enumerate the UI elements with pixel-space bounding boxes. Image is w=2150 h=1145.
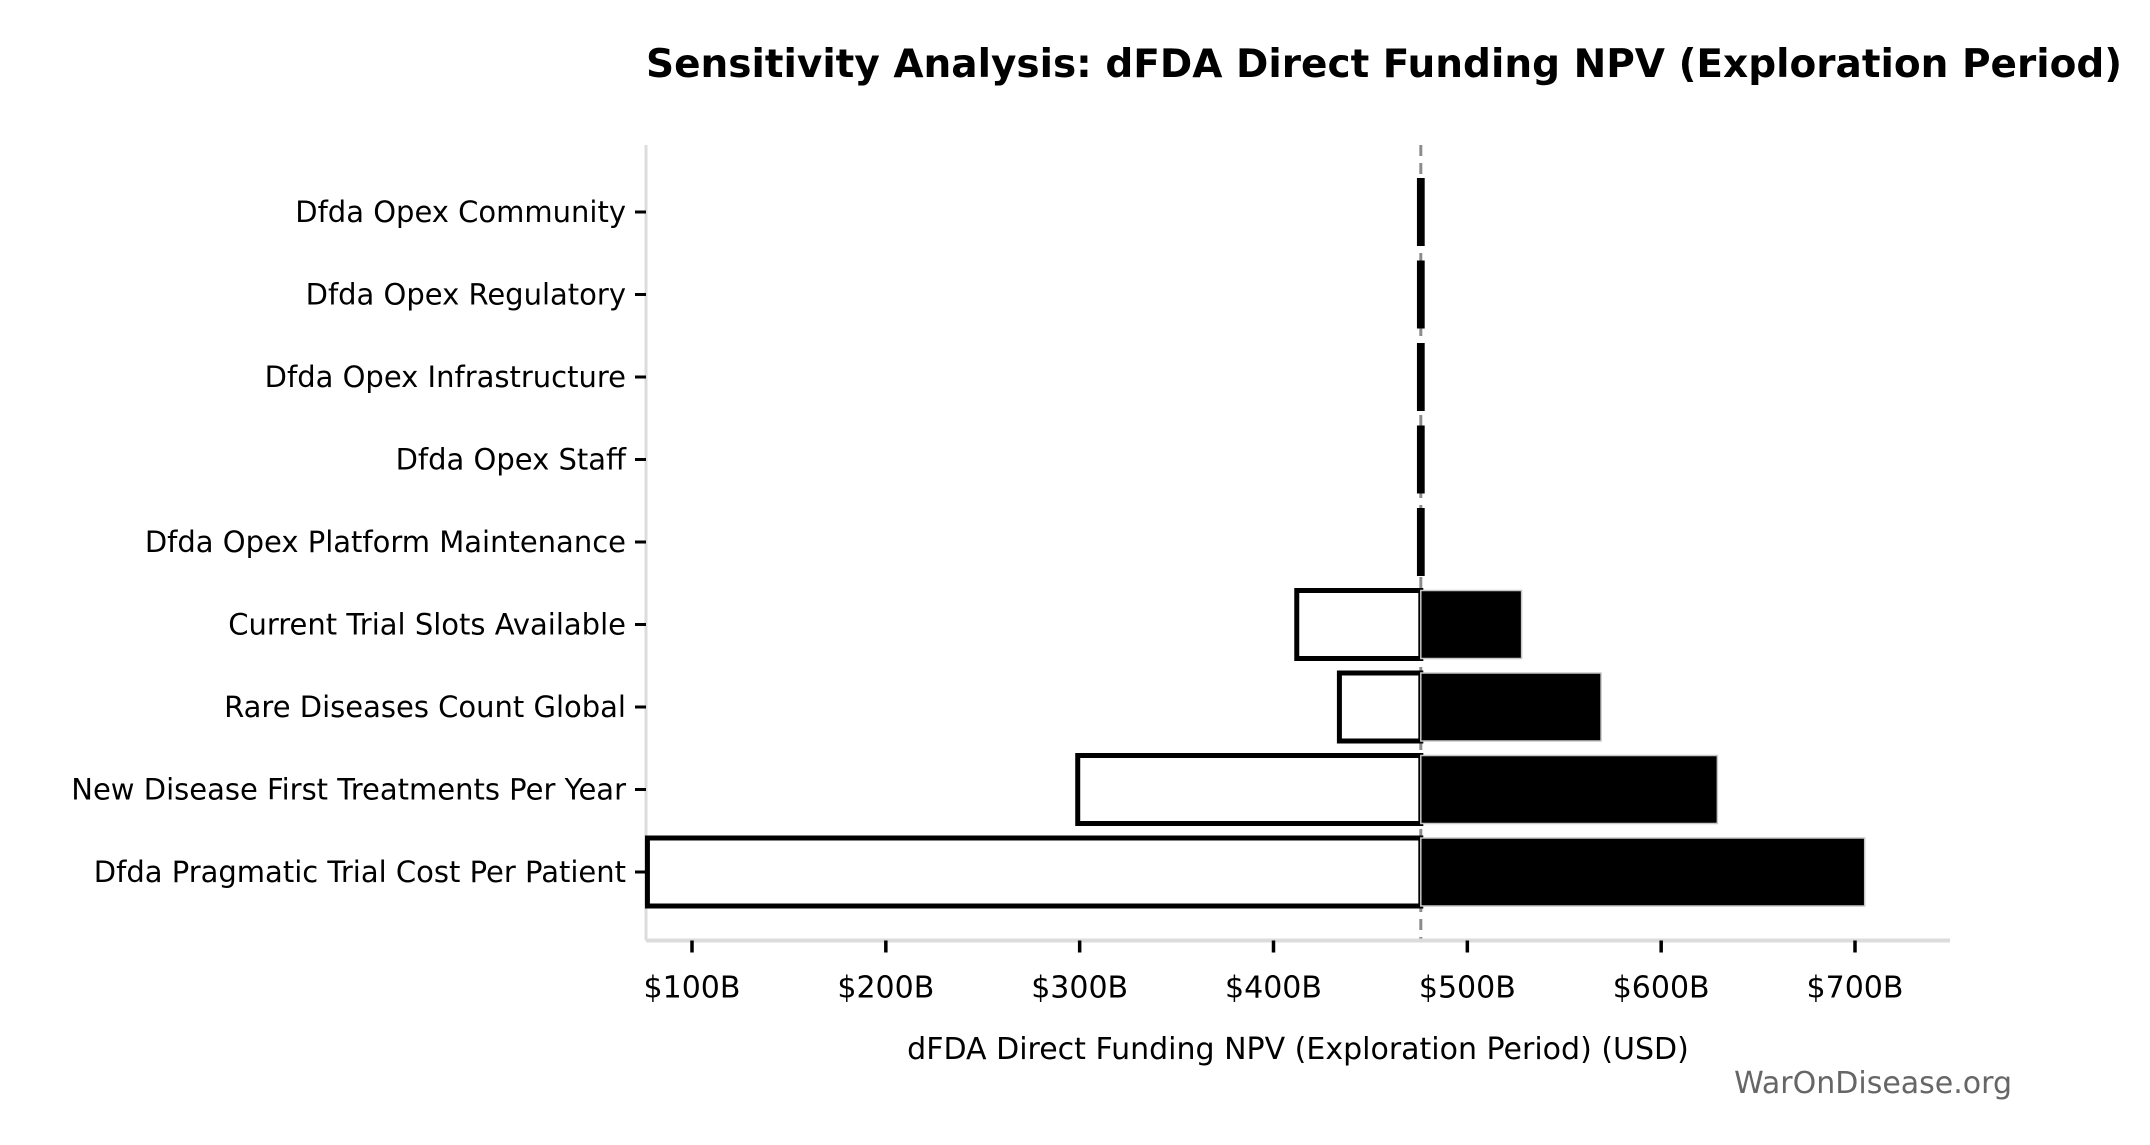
x-tick-label: $600B	[1613, 971, 1710, 1006]
bar-low-segment	[1336, 670, 1424, 744]
bar-low-segment	[1075, 753, 1424, 826]
x-tick-label: $700B	[1807, 971, 1904, 1006]
y-axis-label: Current Trial Slots Available	[228, 608, 626, 642]
y-axis-label: New Disease First Treatments Per Year	[71, 773, 626, 807]
bar-high-segment	[1420, 672, 1602, 742]
bar-segment-small	[1416, 425, 1425, 494]
bar-high-segment	[1420, 754, 1719, 825]
x-tick-label: $500B	[1419, 971, 1516, 1006]
bar-segment-small	[1416, 508, 1425, 576]
x-tick-label: $200B	[837, 971, 934, 1006]
bar-low-segment	[1294, 588, 1424, 661]
y-axis-label: Dfda Pragmatic Trial Cost Per Patient	[94, 855, 626, 889]
y-axis-label: Dfda Opex Regulatory	[306, 278, 626, 312]
y-axis-label: Dfda Opex Staff	[396, 443, 627, 477]
bar-segment-small	[1416, 343, 1425, 411]
bar-segment-small	[1416, 260, 1425, 329]
watermark-text: WarOnDisease.org	[1734, 1066, 2012, 1101]
x-tick-label: $400B	[1225, 971, 1322, 1006]
bar-high-segment	[1420, 589, 1523, 660]
x-axis-title: dFDA Direct Funding NPV (Exploration Per…	[907, 1032, 1689, 1067]
y-axis-label: Dfda Opex Platform Maintenance	[145, 525, 626, 559]
x-tick-label: $300B	[1031, 971, 1128, 1006]
y-axis-label: Dfda Opex Community	[295, 195, 626, 229]
bar-high-segment	[1420, 837, 1866, 907]
y-axis-label: Dfda Opex Infrastructure	[265, 360, 626, 394]
y-axis-label: Rare Diseases Count Global	[224, 690, 626, 724]
bar-segment-small	[1416, 178, 1425, 246]
bar-low-segment	[644, 835, 1424, 909]
chart-title: Sensitivity Analysis: dFDA Direct Fundin…	[646, 42, 2123, 87]
x-tick-label: $100B	[644, 971, 741, 1006]
